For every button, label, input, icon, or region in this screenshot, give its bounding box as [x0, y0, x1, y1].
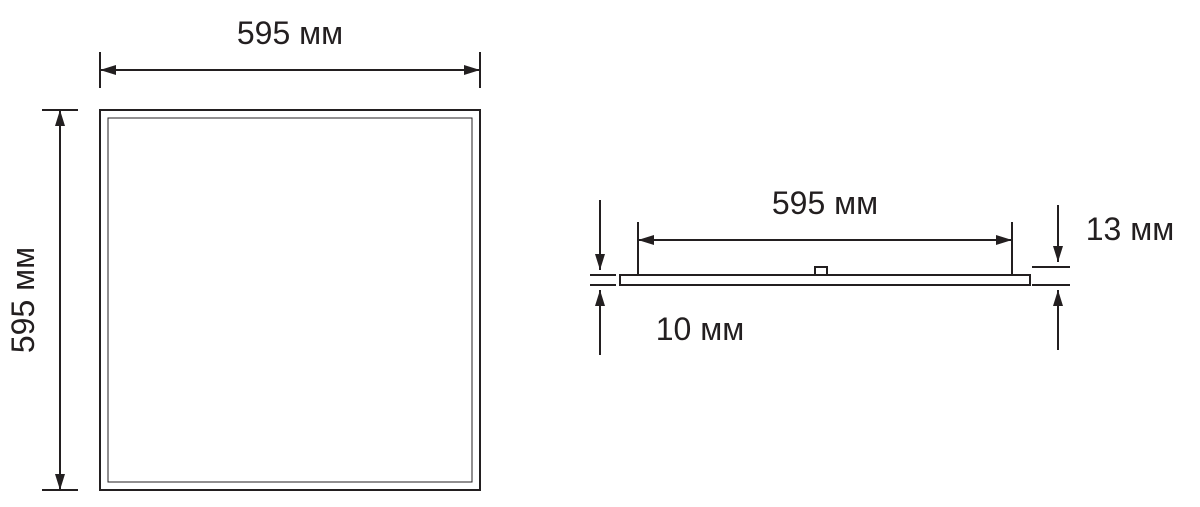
dim-thickness-left-label: 10 мм	[656, 311, 744, 347]
dim-profile-width-label: 595 мм	[772, 185, 878, 221]
dim-top-width-label: 595 мм	[237, 15, 343, 51]
dim-left-height-label: 595 мм	[5, 247, 41, 353]
dim-thickness-right-label: 13 мм	[1086, 211, 1174, 247]
